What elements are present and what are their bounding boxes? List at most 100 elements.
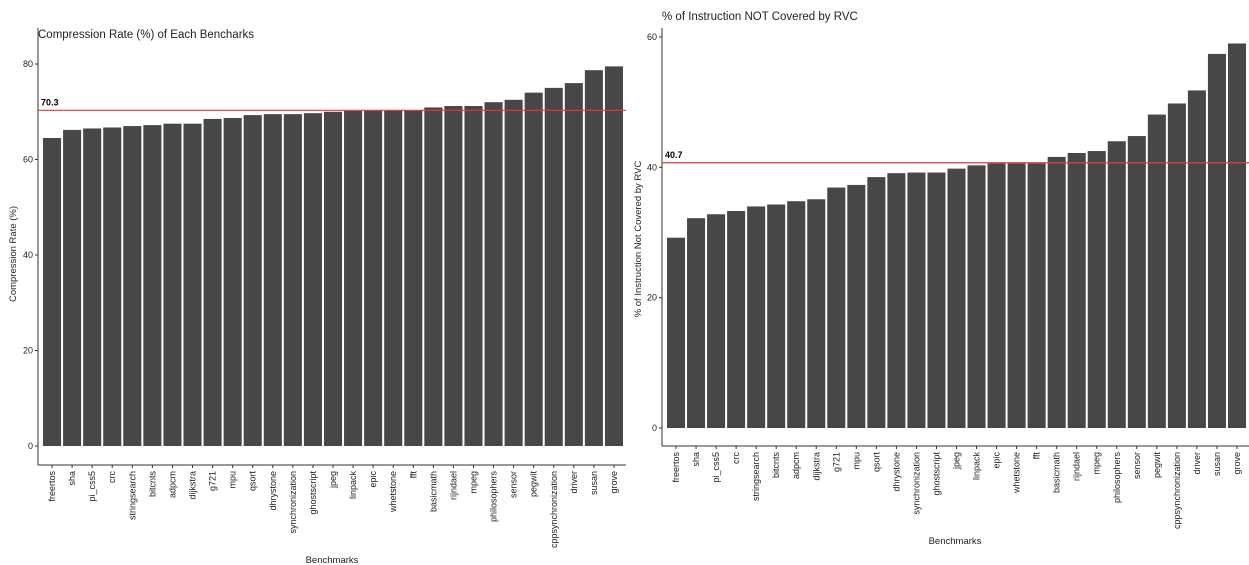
bar-linpack (344, 110, 363, 447)
x-tick-label: mpu (851, 452, 861, 470)
x-tick-label: rijndael (1072, 452, 1082, 481)
bar-g721 (203, 118, 222, 446)
bar-fft (1027, 163, 1046, 428)
x-tick-label: driver (1192, 452, 1202, 475)
bar-ghostscript (927, 172, 946, 428)
bar-pegwit (524, 92, 543, 447)
bar-freertos (667, 237, 686, 428)
bar-sensor (1127, 136, 1146, 428)
bar-g721 (827, 187, 846, 428)
bar-pegwit (1147, 114, 1166, 428)
bar-grove (1227, 43, 1246, 429)
bar-susan (584, 70, 603, 447)
x-tick-label: whetstone (388, 471, 398, 513)
x-tick-label: epic (992, 452, 1002, 469)
bar-mpeg (464, 106, 483, 447)
bar-epic (364, 110, 383, 446)
x-tick-label: fft (408, 471, 418, 479)
x-tick-label: adpcm (167, 471, 177, 498)
x-tick-label: freertos (47, 471, 57, 502)
bar-whetstone (1007, 163, 1026, 428)
bar-qsort (243, 115, 262, 446)
y-tick-label: 0 (28, 441, 33, 451)
x-tick-label: freertos (671, 452, 681, 483)
bar-crc (103, 127, 122, 446)
x-tick-label: sha (691, 452, 701, 467)
bar-sensor (504, 99, 523, 446)
x-tick-label: g721 (208, 471, 218, 491)
x-tick-label: adpcm (791, 452, 801, 479)
bar-synchronization (283, 114, 302, 446)
x-tick-label: stringsearch (751, 452, 761, 501)
bar-driver (564, 83, 583, 446)
average-reference-label: 40.7 (665, 150, 683, 160)
x-tick-label: synchronization (288, 471, 298, 534)
x-tick-label: dijkstra (188, 471, 198, 500)
x-tick-label: susan (589, 471, 599, 495)
x-tick-label: philosophers (1112, 452, 1122, 504)
bar-basicmath (424, 107, 443, 446)
x-tick-label: mpeg (468, 471, 478, 494)
x-tick-label: pegwit (1152, 452, 1162, 479)
bar-susan (1207, 53, 1226, 429)
x-tick-label: whetstone (1012, 452, 1022, 494)
x-tick-label: stringsearch (127, 471, 137, 520)
bar-ghostscript (303, 113, 322, 447)
bar-jpeg (947, 168, 966, 429)
x-tick-label: g721 (831, 452, 841, 472)
bar-cppsynchronization (544, 87, 563, 446)
bar-rijndael (444, 106, 463, 447)
chart-title: % of Instruction NOT Covered by RVC (662, 11, 858, 23)
x-tick-label: philosophers (489, 471, 499, 523)
bar-dijkstra (807, 199, 826, 428)
bar-adpcm (787, 201, 806, 428)
bar-rijndael (1067, 152, 1086, 428)
x-tick-label: basicmath (428, 471, 438, 512)
y-tick-label: 20 (23, 346, 33, 356)
x-axis-title: Benchmarks (929, 536, 982, 547)
x-tick-label: dijkstra (811, 452, 821, 481)
average-reference-label: 70.3 (41, 97, 59, 107)
x-tick-label: linpack (348, 471, 358, 500)
bar-philosophers (484, 102, 503, 446)
compression-rate-chart: Compression Rate (%) of Each Bencharks C… (8, 28, 626, 565)
bar-adpcm (163, 123, 182, 446)
x-axis-title: Benchmarks (306, 555, 359, 565)
bar-whetstone (384, 110, 403, 446)
x-tick-label: pi_css5 (711, 452, 721, 483)
bar-bitcnts (143, 125, 162, 447)
x-tick-label: sensor (509, 471, 519, 498)
x-tick-label: linpack (972, 452, 982, 481)
bar-sha (687, 218, 706, 428)
y-tick-label: 60 (647, 32, 657, 42)
bar-synchronization (907, 172, 926, 428)
x-tick-label: qsort (248, 471, 258, 492)
y-tick-label: 80 (23, 59, 33, 69)
x-tick-label: crc (107, 471, 117, 483)
x-tick-label: rijndael (448, 471, 458, 500)
bar-pi_css5 (707, 214, 726, 428)
y-tick-label: 60 (23, 155, 33, 165)
x-tick-label: ghostscript (931, 452, 941, 496)
bar-qsort (867, 177, 886, 428)
y-tick-label: 0 (652, 423, 657, 433)
bar-linpack (967, 165, 986, 428)
bar-bitcnts (767, 204, 786, 428)
x-tick-label: driver (569, 471, 579, 494)
rvc-not-covered-chart: % of Instruction NOT Covered by RVC % of… (633, 11, 1249, 547)
bar-pi_css5 (83, 128, 102, 446)
bar-basicmath (1047, 156, 1066, 428)
bar-cppsynchronization (1167, 103, 1186, 428)
bar-driver (1187, 90, 1206, 428)
x-tick-label: qsort (871, 452, 881, 473)
bar-epic (987, 163, 1006, 428)
x-tick-label: bitcnts (771, 452, 781, 479)
x-tick-label: pi_css5 (87, 471, 97, 502)
x-tick-label: jpeg (328, 471, 338, 489)
x-tick-label: pegwit (529, 471, 539, 498)
bar-fft (404, 110, 423, 446)
chart-title: Compression Rate (%) of Each Bencharks (38, 29, 254, 41)
bar-mpeg (1087, 151, 1106, 428)
bar-mpu (847, 184, 866, 428)
x-tick-label: grove (1232, 452, 1242, 475)
